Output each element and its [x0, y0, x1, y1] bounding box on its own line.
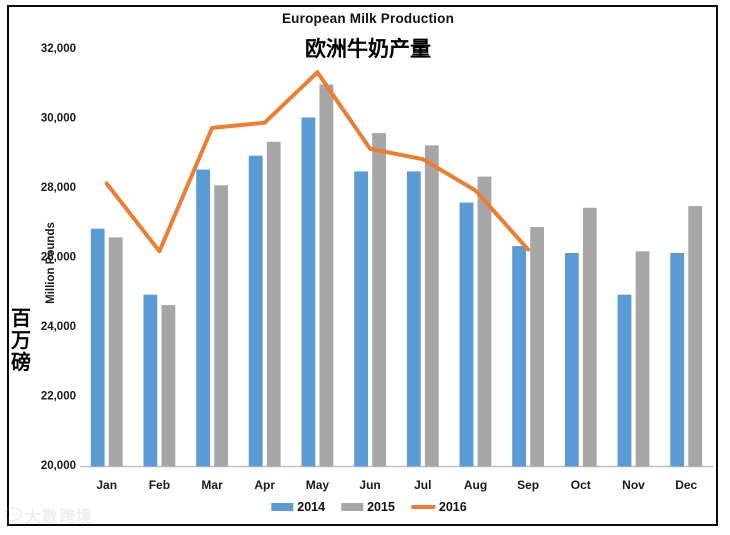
watermark-text: 大数跨境 — [25, 509, 94, 526]
x-tick-label-dec: Dec — [675, 478, 697, 492]
x-tick-label-apr: Apr — [254, 478, 275, 492]
bar-2014-aug — [459, 202, 474, 467]
bar-2015-aug — [477, 176, 492, 467]
bar-2014-dec — [670, 253, 685, 467]
legend-item-2014: 2014 — [271, 500, 325, 514]
line-2016 — [104, 70, 531, 254]
bar-2015-may — [319, 84, 334, 467]
bar-2014-nov — [617, 294, 632, 467]
bar-2014-sep — [512, 246, 526, 467]
y-tick-label: 22,000 — [41, 391, 76, 403]
bar-2015-dec — [688, 206, 703, 467]
watermark-logo-icon — [4, 507, 22, 523]
x-tick-label-aug: Aug — [464, 478, 487, 492]
x-tick-label-nov: Nov — [622, 478, 645, 492]
bar-2014-jan — [90, 228, 105, 467]
x-tick-label-feb: Feb — [149, 478, 170, 492]
legend-label-2014: 2014 — [297, 500, 326, 514]
bar-2015-feb — [161, 305, 176, 467]
legend-item-2015: 2015 — [341, 500, 395, 514]
bar-2014-mar — [196, 169, 210, 467]
x-tick-label-jul: Jul — [414, 478, 431, 492]
y-tick-label: 24,000 — [41, 321, 76, 333]
chart-subtitle-chinese: 欧洲牛奶产量 — [305, 38, 431, 61]
bar-2015-apr — [266, 141, 281, 467]
bar-2015-sep — [530, 227, 544, 467]
chart-legend: 2014 2015 2016 — [271, 500, 467, 514]
x-tick-label-oct: Oct — [571, 478, 591, 492]
x-tick-label-jun: Jun — [359, 478, 380, 492]
y-tick-label: 26,000 — [41, 252, 76, 264]
watermark: 大数跨境 — [4, 503, 93, 527]
bar-2014-jul — [406, 171, 421, 467]
x-tick-label-sep: Sep — [517, 478, 539, 492]
y-axis-label-chinese: 百万磅 — [11, 308, 31, 374]
bar-2014-feb — [143, 294, 158, 467]
y-tick-label: 20,000 — [41, 460, 76, 472]
y-tick-label: 30,000 — [41, 113, 76, 125]
bar-2014-jun — [354, 171, 368, 467]
bar-2015-nov — [635, 251, 650, 467]
y-tick-label: 32,000 — [41, 43, 76, 55]
legend-swatch-2014 — [271, 503, 294, 511]
x-tick-label-may: May — [306, 478, 330, 492]
bar-2015-oct — [582, 207, 597, 467]
bar-2014-apr — [248, 155, 263, 467]
y-axis-label-english: Million Pounds — [45, 222, 57, 304]
bar-2014-oct — [564, 253, 579, 467]
x-tick-label-mar: Mar — [201, 478, 223, 492]
chart-title: European Milk Production — [281, 11, 455, 26]
legend-label-2016: 2016 — [438, 500, 467, 514]
legend-item-2016: 2016 — [410, 500, 467, 514]
legend-label-2015: 2015 — [367, 500, 395, 514]
bar-2015-mar — [214, 185, 228, 467]
x-tick-label-jan: Jan — [96, 478, 117, 492]
legend-line-2016 — [410, 505, 435, 509]
legend-swatch-2015 — [341, 503, 364, 511]
bar-2015-jun — [372, 133, 386, 467]
bar-2015-jul — [424, 145, 439, 467]
y-tick-label: 28,000 — [41, 182, 76, 194]
bar-2015-jan — [108, 237, 123, 467]
bar-2014-may — [301, 117, 316, 467]
